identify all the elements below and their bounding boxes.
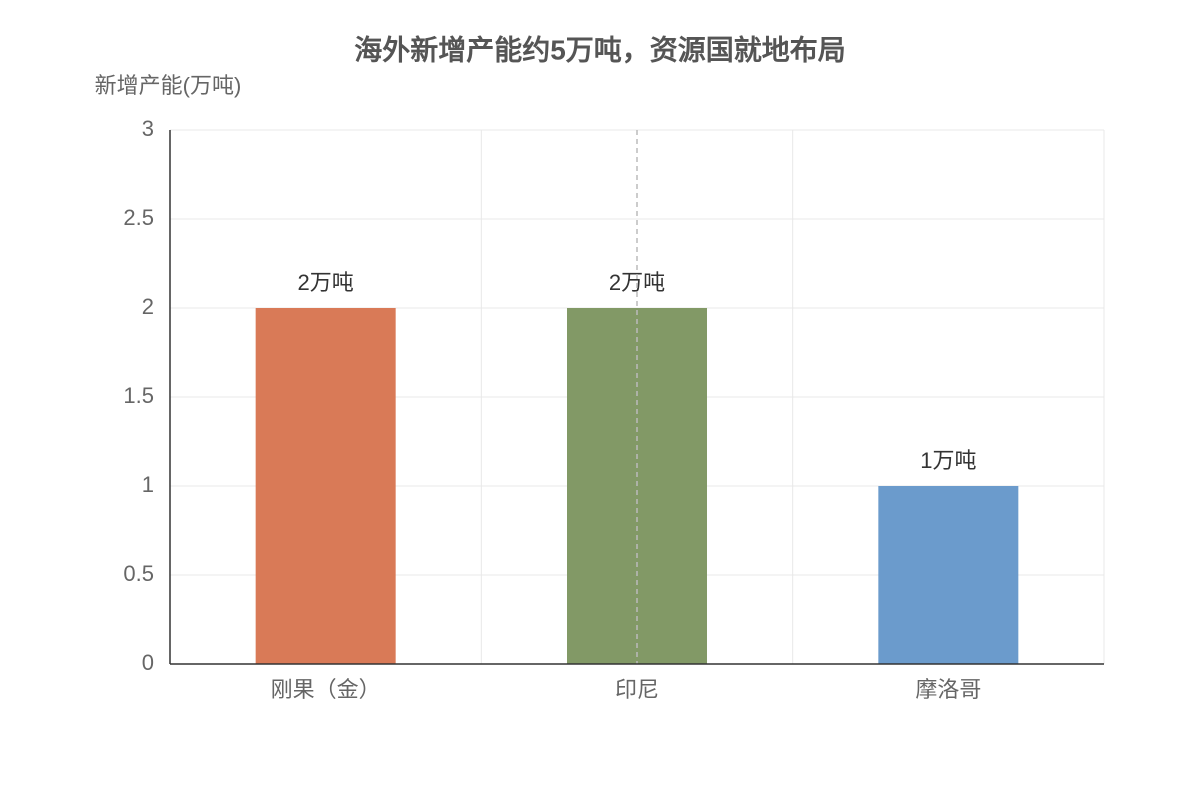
- x-tick-label: 印尼: [615, 677, 659, 702]
- x-tick-label: 摩洛哥: [915, 677, 981, 702]
- y-tick-label: 2: [142, 294, 154, 319]
- value-label: 2万吨: [298, 270, 354, 295]
- y-tick-label: 0: [142, 650, 154, 675]
- y-tick-label: 1: [142, 472, 154, 497]
- value-label: 2万吨: [609, 270, 665, 295]
- y-tick-label: 3: [142, 116, 154, 141]
- bar: [255, 308, 396, 664]
- bar: [878, 486, 1019, 664]
- value-label: 1万吨: [920, 448, 976, 473]
- chart-title: 海外新增产能约5万吨，资源国就地布局: [354, 34, 846, 65]
- y-axis-title: 新增产能(万吨): [95, 73, 242, 98]
- y-tick-label: 2.5: [123, 205, 154, 230]
- x-tick-label: 刚果（金）: [271, 677, 381, 702]
- y-tick-label: 1.5: [123, 383, 154, 408]
- y-tick-label: 0.5: [123, 561, 154, 586]
